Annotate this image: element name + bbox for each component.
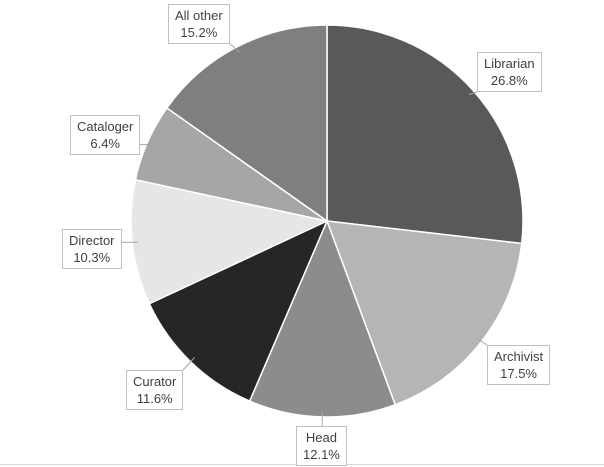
pie-slice-archivist — [325, 220, 523, 406]
data-label-cataloger: Cataloger 6.4% — [70, 115, 141, 155]
pie-slice-all-other — [165, 24, 328, 223]
slice-percent: 26.8% — [490, 73, 528, 88]
pie-slice-librarian — [326, 24, 524, 245]
slice-percent: 10.3% — [73, 250, 111, 265]
slice-name: Archivist — [494, 349, 544, 364]
slice-name: Librarian — [484, 56, 535, 71]
slice-name: Cataloger — [77, 119, 134, 134]
data-label-archivist: Archivist 17.5% — [487, 345, 551, 385]
slice-name: All other — [175, 8, 223, 23]
data-label-head: Head 12.1% — [296, 426, 347, 466]
leader-line — [476, 337, 488, 346]
slice-percent: 17.5% — [500, 366, 537, 381]
slice-percent: 15.2% — [180, 25, 218, 40]
data-label-all-other: All other 15.2% — [168, 4, 230, 44]
leader-line — [182, 357, 195, 371]
pie-slices — [130, 24, 524, 418]
slice-name: Director — [69, 233, 115, 248]
slice-name: Curator — [133, 374, 177, 389]
slice-percent: 12.1% — [303, 447, 340, 462]
label-leader-lines — [122, 43, 488, 426]
leader-line — [468, 91, 478, 95]
slice-percent: 6.4% — [90, 136, 120, 151]
slice-percent: 11.6% — [136, 391, 173, 406]
data-label-librarian: Librarian 26.8% — [477, 52, 542, 92]
slice-name: Head — [305, 430, 337, 445]
leader-line — [229, 43, 240, 53]
data-label-director: Director 10.3% — [62, 229, 122, 269]
data-label-curator: Curator 11.6% — [126, 370, 184, 410]
